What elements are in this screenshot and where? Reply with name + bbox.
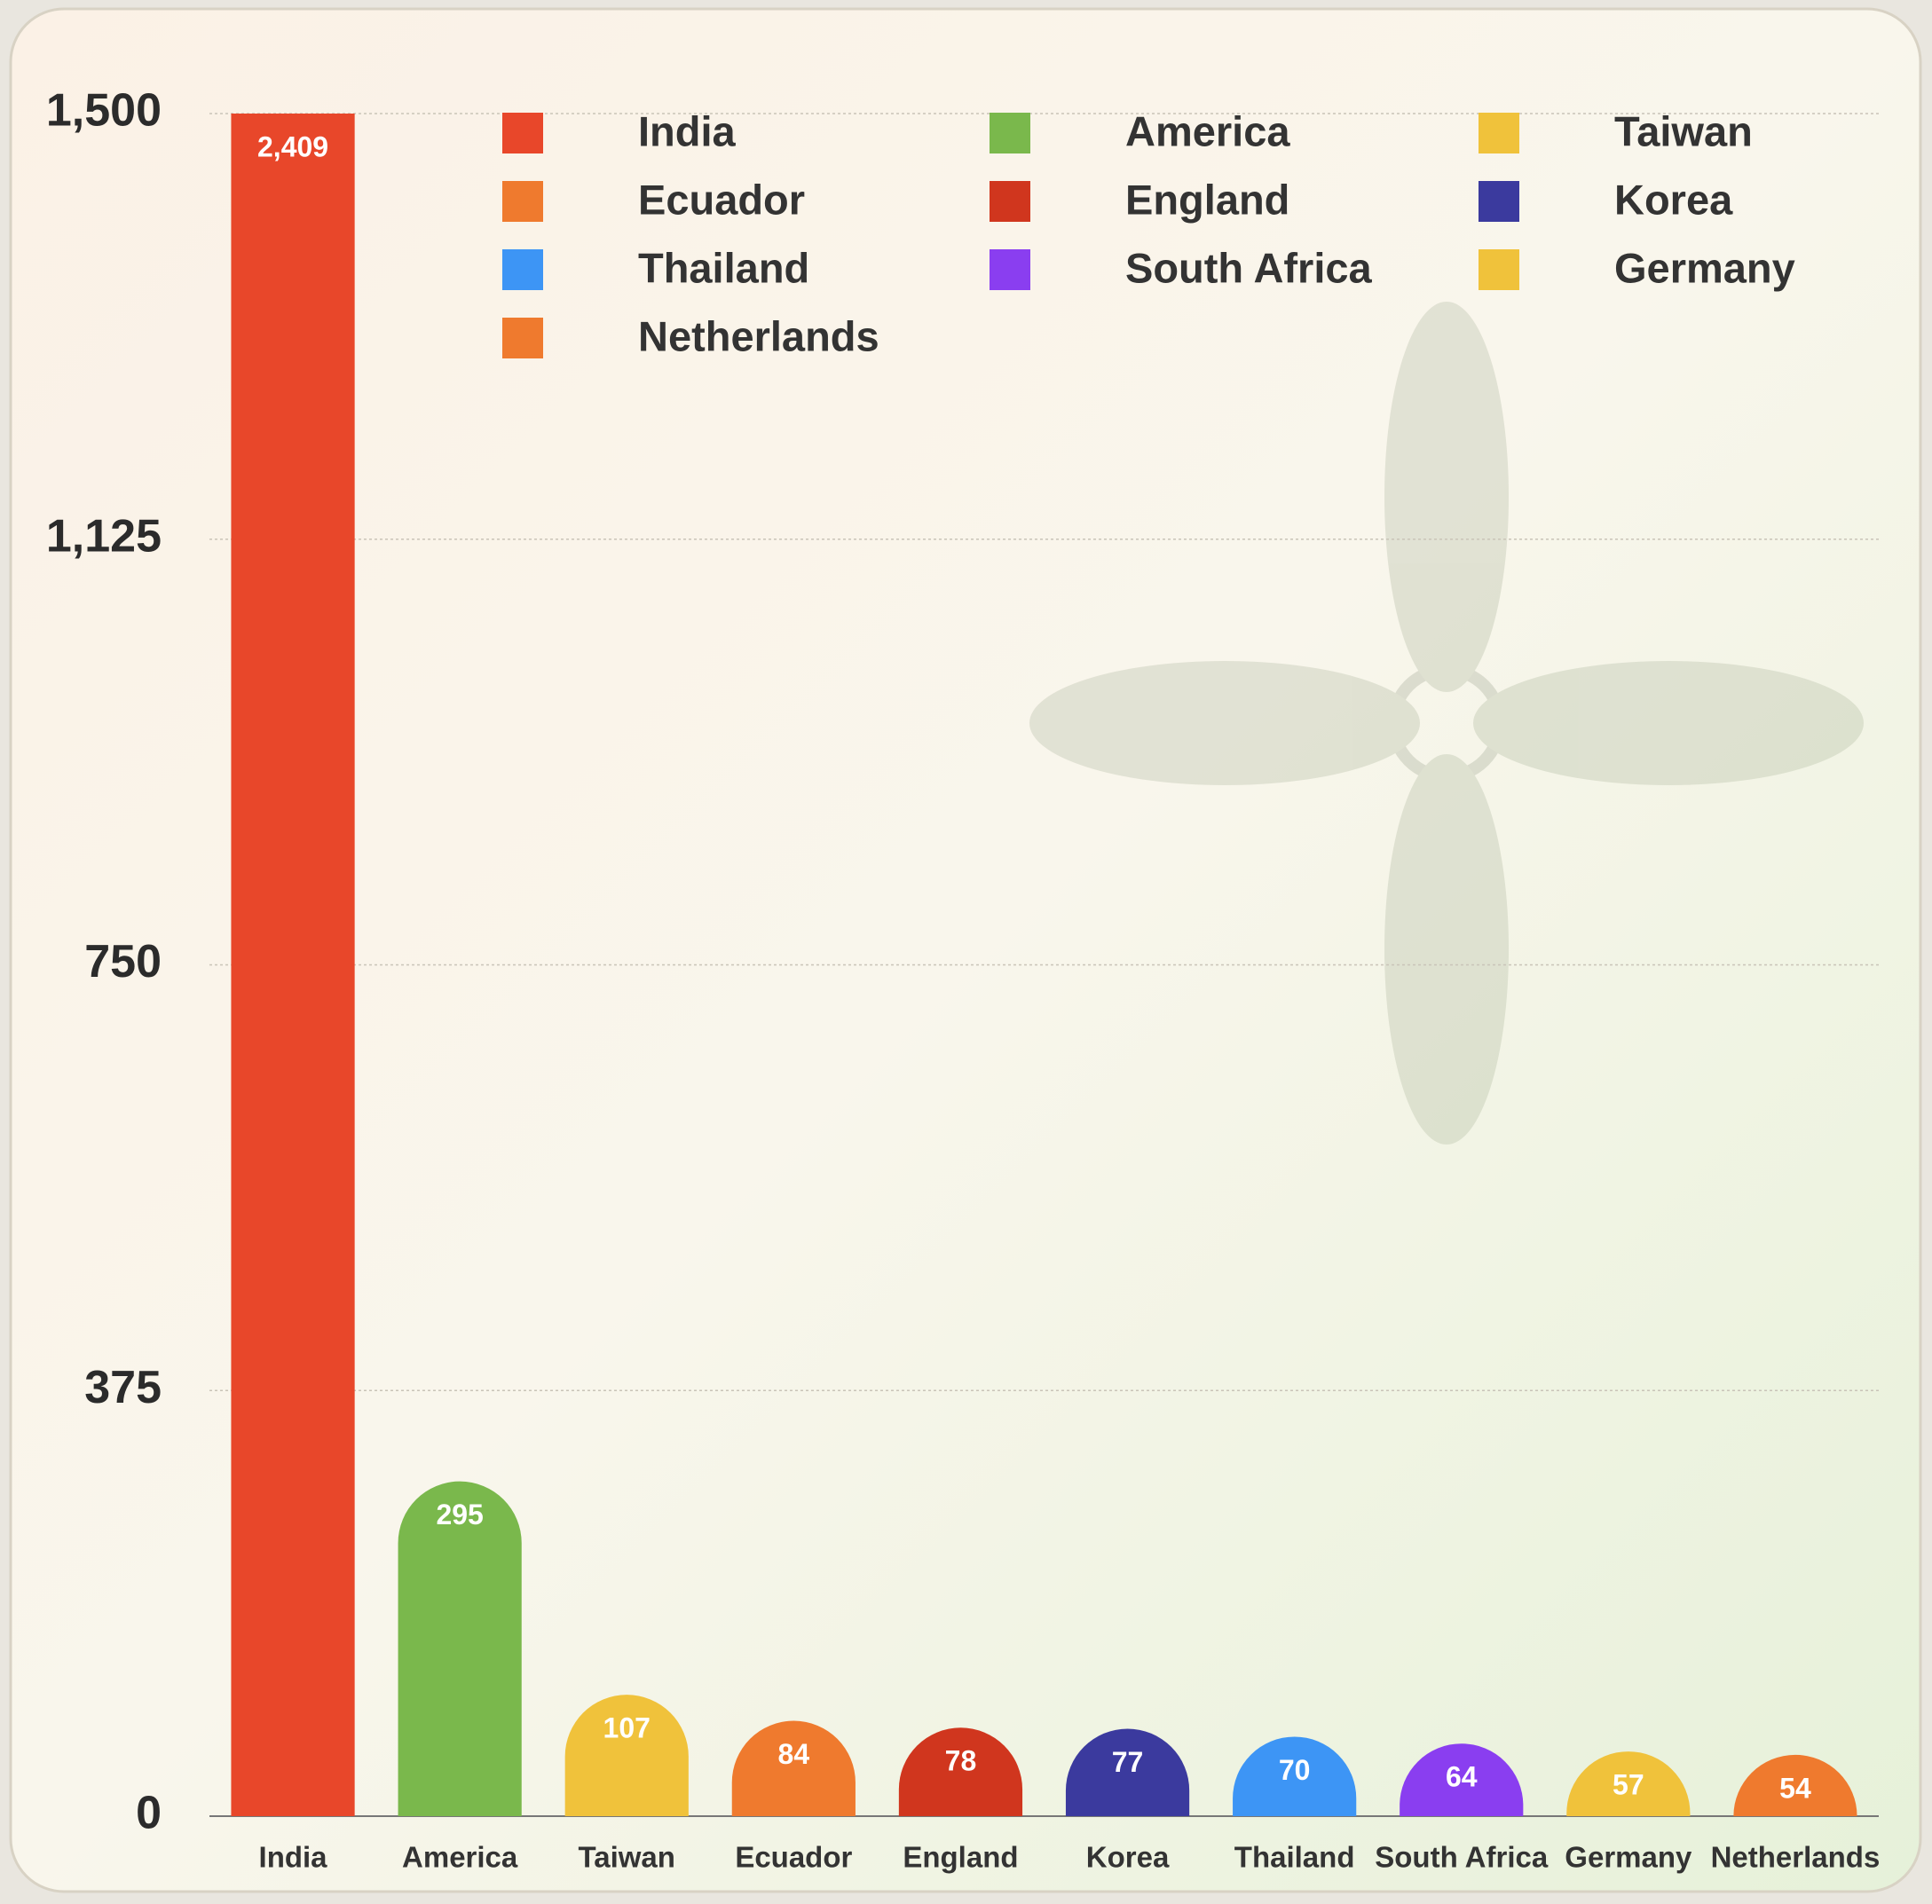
x-tick-label: Ecuador bbox=[735, 1841, 852, 1874]
bar bbox=[898, 1727, 1023, 1816]
legend-swatch bbox=[502, 181, 543, 222]
bars bbox=[231, 114, 1857, 1816]
legend-label: India bbox=[638, 107, 737, 154]
value-label: 70 bbox=[1279, 1754, 1311, 1786]
legend-label: Germany bbox=[1614, 244, 1795, 291]
x-tick-label: America bbox=[402, 1841, 518, 1874]
bar bbox=[1566, 1751, 1691, 1816]
y-tick-label: 0 bbox=[136, 1788, 162, 1839]
x-tick-label: England bbox=[903, 1841, 1018, 1874]
value-label: 84 bbox=[778, 1738, 810, 1770]
bar bbox=[564, 1695, 689, 1816]
x-tick-label: Thailand bbox=[1234, 1841, 1355, 1874]
legend-swatch bbox=[990, 113, 1030, 153]
bar bbox=[1065, 1728, 1190, 1816]
y-tick-label: 1,500 bbox=[46, 85, 162, 137]
bar bbox=[1233, 1736, 1357, 1816]
value-label: 78 bbox=[945, 1745, 977, 1777]
value-label: 107 bbox=[603, 1712, 651, 1744]
x-tick-label: Korea bbox=[1086, 1841, 1170, 1874]
bar bbox=[1400, 1743, 1524, 1816]
value-label: 77 bbox=[1112, 1746, 1144, 1778]
x-tick-label: South Africa bbox=[1375, 1841, 1549, 1874]
legend-swatch bbox=[502, 318, 543, 358]
value-label: 57 bbox=[1613, 1769, 1644, 1801]
legend-swatch bbox=[1479, 181, 1519, 222]
legend-label: Taiwan bbox=[1614, 107, 1753, 154]
legend-swatch bbox=[1479, 249, 1519, 290]
y-tick-label: 750 bbox=[84, 936, 162, 987]
value-label: 64 bbox=[1446, 1761, 1478, 1793]
bar bbox=[231, 114, 355, 1816]
legend-swatch bbox=[990, 181, 1030, 222]
legend-label: Ecuador bbox=[638, 176, 805, 223]
legend-swatch bbox=[1479, 113, 1519, 153]
x-tick-label: India bbox=[259, 1841, 328, 1874]
y-tick-label: 375 bbox=[84, 1362, 162, 1413]
bar bbox=[398, 1481, 522, 1816]
legend-label: America bbox=[1125, 107, 1290, 154]
legend-swatch bbox=[502, 113, 543, 153]
x-tick-label: Taiwan bbox=[579, 1841, 675, 1874]
x-tick-label: Netherlands bbox=[1711, 1841, 1881, 1874]
value-label: 295 bbox=[436, 1499, 483, 1530]
legend-label: South Africa bbox=[1125, 244, 1373, 291]
legend-label: Thailand bbox=[638, 244, 809, 291]
card bbox=[9, 7, 1922, 1893]
legend-label: Netherlands bbox=[638, 312, 879, 359]
legend-swatch bbox=[990, 249, 1030, 290]
legend-label: England bbox=[1125, 176, 1289, 223]
y-tick-label: 1,125 bbox=[46, 510, 162, 562]
bar bbox=[731, 1720, 856, 1816]
legend-label: Korea bbox=[1614, 176, 1733, 223]
legend-swatch bbox=[502, 249, 543, 290]
x-tick-label: Germany bbox=[1565, 1841, 1692, 1874]
value-label: 2,409 bbox=[257, 130, 328, 162]
watermark bbox=[1029, 302, 1864, 1145]
value-label: 54 bbox=[1779, 1772, 1811, 1804]
bar bbox=[1733, 1754, 1857, 1816]
